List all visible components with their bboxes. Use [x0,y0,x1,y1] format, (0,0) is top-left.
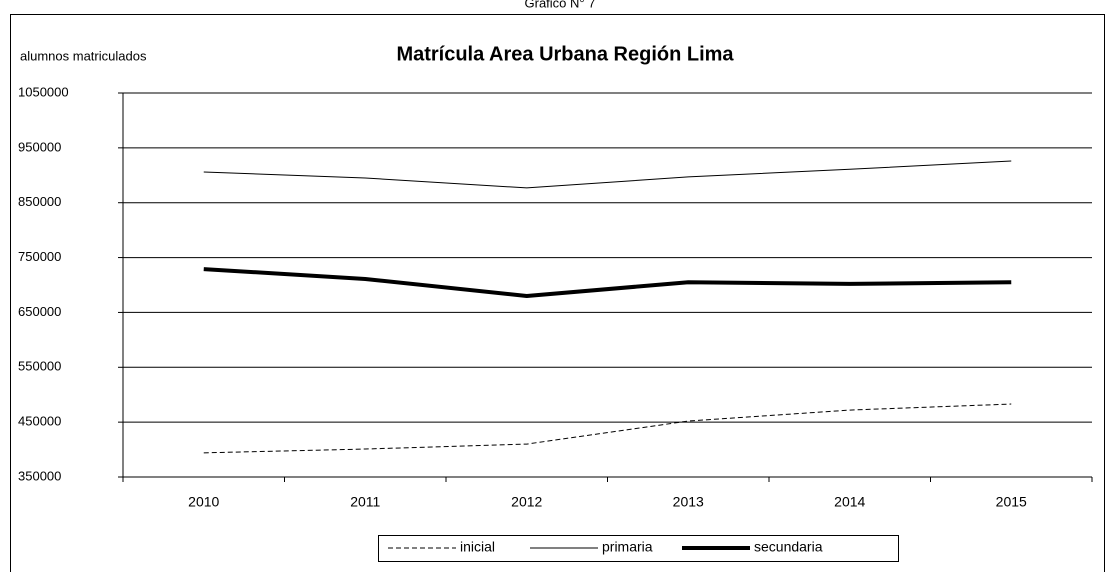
x-tick-label: 2015 [996,494,1027,510]
y-axis-label: alumnos matriculados [20,48,147,63]
y-tick-label: 650000 [18,304,61,319]
y-tick-label: 550000 [18,359,61,374]
y-tick-label: 850000 [18,194,61,209]
x-tick-label: 2011 [350,494,380,510]
legend-box [378,535,899,562]
chart-frame [10,14,1105,572]
y-tick-label: 350000 [18,468,61,483]
x-tick-label: 2010 [188,494,219,510]
legend-label: primaria [602,539,653,555]
series-line [203,267,1012,298]
x-tick-label: 2012 [511,494,542,510]
y-tick-label: 750000 [18,249,61,264]
chart-title: Matrícula Area Urbana Región Lima [396,43,734,65]
series-line [203,403,1012,454]
y-tick-label: 1050000 [18,84,69,99]
y-tick-label: 450000 [18,414,61,429]
y-tick-label: 950000 [18,139,61,154]
legend-label: inicial [460,539,495,555]
caption: Gráfico N° 7 [525,0,596,10]
x-tick-label: 2014 [834,494,865,510]
series-line [203,160,1012,189]
x-tick-label: 2013 [673,494,704,510]
legend-label: secundaria [754,539,823,555]
